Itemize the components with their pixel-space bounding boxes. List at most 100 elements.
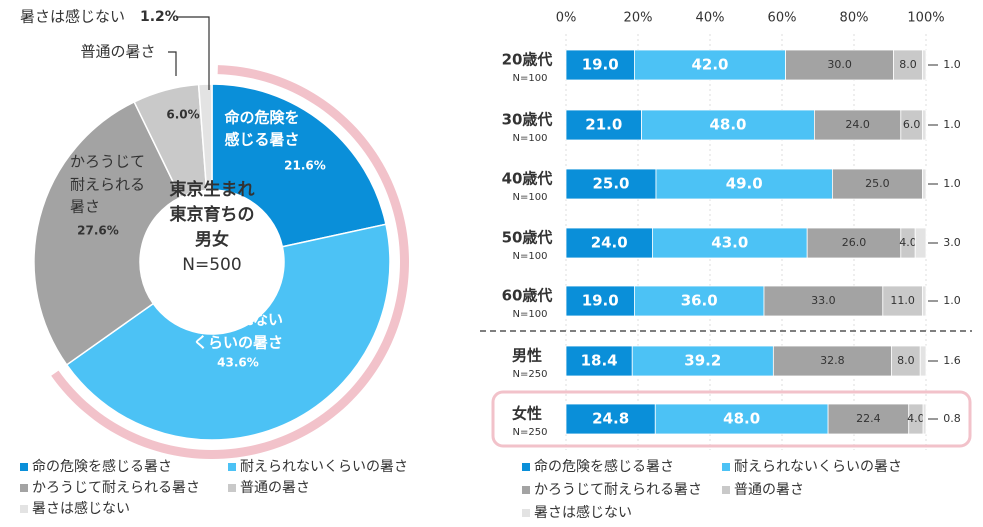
x-tick-label: 60%: [768, 11, 797, 26]
center-label: 東京生まれ: [170, 179, 255, 200]
bar-segment: [827, 403, 910, 435]
sample-size-label: N=100: [513, 73, 548, 84]
legend-swatch: [722, 463, 730, 471]
legend-label: 暑さは感じない: [534, 504, 632, 521]
category-label: 50歳代: [502, 229, 553, 247]
x-tick-label: 80%: [840, 11, 869, 26]
bar-segment: [565, 403, 656, 435]
value-label: 1.0: [943, 177, 961, 190]
legend-swatch: [20, 484, 28, 492]
bar-segment: [634, 49, 787, 81]
legend-swatch: [522, 486, 530, 494]
category-label: 40歳代: [502, 170, 553, 188]
legend-swatch: [722, 486, 730, 494]
value-label: 19.0: [582, 56, 619, 74]
legend-label: かろうじて耐えられる暑さ: [32, 480, 200, 496]
bar-segment: [654, 403, 829, 435]
value-label: 19.0: [582, 292, 619, 310]
bar-segment: [832, 168, 923, 200]
value-label: 3.0: [943, 236, 961, 249]
value-label: 25.0: [865, 177, 890, 190]
value-label: 33.0: [811, 294, 836, 307]
legend-label: 暑さは感じない: [32, 500, 130, 517]
sample-size-label: N=250: [513, 369, 548, 380]
value-label: 32.8: [820, 354, 845, 367]
donut-slice: [65, 223, 391, 441]
bar-segment: [914, 227, 927, 259]
bar-segment: [763, 285, 884, 317]
bar-segment: [922, 109, 927, 141]
callout-line: [176, 16, 210, 90]
bar-segment: [891, 345, 921, 377]
slice-label: 暑さは感じない: [20, 8, 125, 26]
bar-segment: [922, 403, 927, 435]
legend-swatch: [522, 509, 530, 517]
legend-label: 耐えられないくらいの暑さ: [240, 459, 408, 475]
bar-segment: [565, 285, 635, 317]
value-label: 6.0: [903, 118, 921, 131]
value-label: 24.8: [592, 410, 629, 428]
highlight-box: [491, 390, 972, 448]
value-label: 24.0: [845, 118, 870, 131]
bar-segment: [806, 227, 902, 259]
slice-label: 普通の暑さ: [80, 43, 155, 61]
legend-swatch: [228, 463, 236, 471]
x-tick-label: 100%: [907, 11, 944, 26]
legend-label: 命の危険を感じる暑さ: [534, 458, 674, 475]
value-label: 43.0: [711, 234, 748, 252]
legend-swatch: [522, 463, 530, 471]
value-label: 18.4: [581, 352, 618, 370]
bar-segment: [565, 345, 633, 377]
sample-size-label: N=100: [513, 133, 548, 144]
center-label: N=500: [182, 255, 241, 275]
bar-segment: [814, 109, 902, 141]
legend-label: 耐えられないくらいの暑さ: [734, 459, 902, 475]
value-label: 48.0: [723, 410, 760, 428]
bar-segment: [922, 168, 927, 200]
x-tick-label: 40%: [696, 11, 725, 26]
sample-size-label: N=100: [513, 251, 548, 262]
bar-segment: [922, 49, 927, 81]
value-label: 1.0: [943, 58, 961, 71]
category-label: 男性: [512, 347, 542, 365]
value-label: 48.0: [709, 116, 746, 134]
value-label: 30.0: [827, 58, 852, 71]
value-label: 26.0: [842, 236, 867, 249]
slice-label: くらいの暑さ: [193, 334, 283, 352]
donut-slice: [197, 83, 213, 192]
donut-slice: [33, 100, 182, 366]
slice-label: 耐えられない: [193, 311, 283, 329]
value-label: 24.0: [591, 234, 628, 252]
value-label: 0.8: [943, 412, 961, 425]
slice-label: 耐えられる: [70, 176, 145, 194]
bar-segment: [652, 227, 808, 259]
value-label: 36.0: [681, 292, 718, 310]
bar-segment: [922, 285, 927, 317]
bar-segment: [565, 109, 642, 141]
legend-swatch: [20, 463, 28, 471]
value-label: 25.0: [592, 175, 629, 193]
value-label: 21.0: [585, 116, 622, 134]
category-label: 30歳代: [502, 111, 553, 129]
callout-line: [168, 51, 177, 76]
bar-segment: [565, 49, 635, 81]
bar-segment: [565, 227, 653, 259]
value-label: 1.0: [943, 294, 961, 307]
center-label: 東京育ちの: [170, 204, 255, 225]
legend-label: 命の危険を感じる暑さ: [32, 458, 172, 475]
value-label: 49.0: [726, 175, 763, 193]
category-label: 20歳代: [502, 51, 553, 69]
donut-slice: [211, 83, 387, 248]
bar-segment: [634, 285, 765, 317]
sample-size-label: N=250: [513, 427, 548, 438]
value-label: 8.0: [897, 354, 915, 367]
slice-value-label: 27.6%: [77, 224, 119, 238]
bar-segment: [882, 285, 923, 317]
bar-segment: [785, 49, 894, 81]
bar-segment: [655, 168, 833, 200]
value-label: 4.0: [907, 412, 925, 425]
sample-size-label: N=100: [513, 309, 548, 320]
legend-label: 普通の暑さ: [734, 482, 804, 498]
slice-label: かろうじて: [70, 153, 145, 171]
